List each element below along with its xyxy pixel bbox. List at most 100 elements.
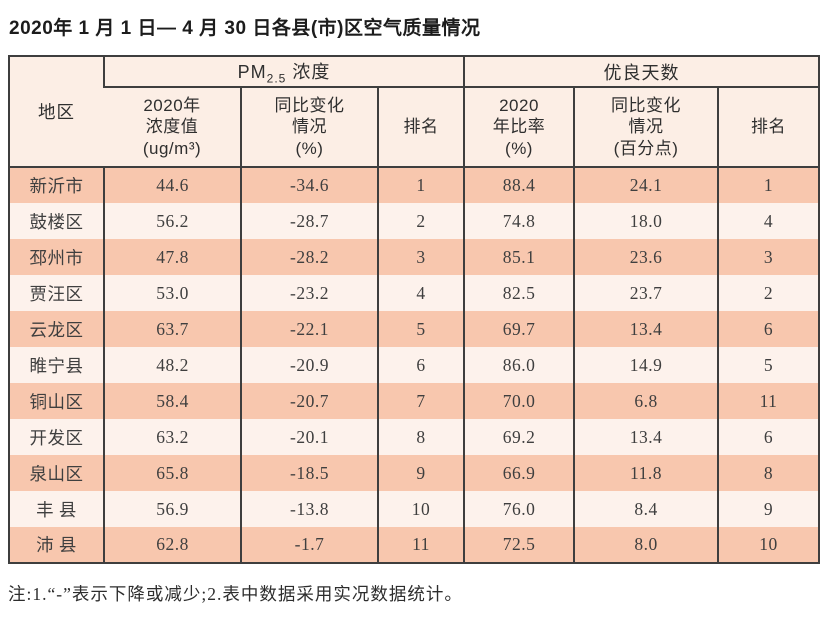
region-cell: 邳州市 (29, 247, 84, 268)
pm-rank-cell: 4 (376, 275, 465, 311)
pm-rank-cell: 8 (376, 419, 465, 455)
table-row: 新沂市 44.6 -34.6 1 88.4 24.1 1 (9, 167, 820, 203)
table-row: 开发区 63.2 -20.1 8 69.2 13.4 6 (9, 419, 820, 455)
table-header: 地区 PM2.5 浓度 优良天数 2020年 浓度值 (ug/m³) 同比变化 … (9, 56, 820, 167)
good-rank-cell: 9 (717, 491, 820, 527)
good-change-cell: 13.4 (573, 311, 719, 347)
table-row: 贾汪区 53.0 -23.2 4 82.5 23.7 2 (9, 275, 820, 311)
good-change-cell: 23.6 (573, 239, 719, 275)
pm-change-cell: -23.2 (240, 275, 378, 311)
pm-change-column-header: 同比变化 情况 (%) (240, 87, 378, 167)
table-body: 新沂市 44.6 -34.6 1 88.4 24.1 1 鼓楼区 56.2 -2… (9, 167, 820, 563)
good-rank-cell: 3 (717, 239, 820, 275)
sub-header-row: 2020年 浓度值 (ug/m³) 同比变化 情况 (%) 排名 2020 年比… (9, 87, 820, 167)
region-cell: 新沂市 (29, 176, 84, 196)
good-ratio-cell: 82.5 (463, 275, 575, 311)
pm-rank-cell: 7 (376, 383, 465, 419)
pm-value-cell: 56.9 (103, 491, 241, 527)
region-cell: 丰 县 (36, 499, 77, 520)
table-row: 沛 县 62.8 -1.7 11 72.5 8.0 10 (9, 527, 820, 563)
good-rank-cell: 10 (717, 527, 820, 563)
table-row: 睢宁县 48.2 -20.9 6 86.0 14.9 5 (9, 347, 820, 383)
pm-value-cell: 63.2 (103, 419, 241, 455)
pm-change-cell: -20.9 (240, 347, 378, 383)
good-rank-cell: 6 (717, 419, 820, 455)
pm-change-cell: -22.1 (240, 311, 378, 347)
pm-rank-column-header: 排名 (376, 87, 465, 167)
group-header-row: 地区 PM2.5 浓度 优良天数 (9, 56, 820, 122)
table-row: 泉山区 65.8 -18.5 9 66.9 11.8 8 (9, 455, 820, 491)
table-row: 丰 县 56.9 -13.8 10 76.0 8.4 9 (9, 491, 820, 527)
good-ratio-cell: 69.2 (463, 419, 575, 455)
good-ratio-cell: 66.9 (463, 455, 575, 491)
good-rank-cell: 1 (717, 167, 820, 203)
good-rank-cell: 6 (717, 311, 820, 347)
good-ratio-cell: 88.4 (463, 167, 575, 203)
good-rank-cell: 5 (717, 347, 820, 383)
page-title: 2020年 1 月 1 日— 4 月 30 日各县(市)区空气质量情况 (9, 18, 481, 39)
region-cell: 沛 县 (36, 535, 77, 555)
pm-value-cell: 48.2 (103, 347, 241, 383)
good-ratio-cell: 74.8 (463, 203, 575, 239)
region-cell: 睢宁县 (29, 355, 84, 376)
pm-rank-cell: 9 (376, 455, 465, 491)
pm25-label-subscript: 2.5 (266, 71, 287, 86)
good-change-cell: 11.8 (573, 455, 719, 491)
good-change-cell: 18.0 (573, 203, 719, 239)
pm-rank-cell: 2 (376, 203, 465, 239)
pm-value-cell: 62.8 (103, 527, 241, 563)
pm-value-cell: 65.8 (103, 455, 241, 491)
pm25-label-prefix: PM (237, 61, 267, 82)
pm-change-cell: -28.2 (240, 239, 378, 275)
pm-change-cell: -13.8 (240, 491, 378, 527)
good-ratio-cell: 86.0 (463, 347, 575, 383)
region-cell: 泉山区 (29, 463, 84, 484)
pm-change-cell: -34.6 (240, 167, 378, 203)
good-change-cell: 14.9 (573, 347, 719, 383)
pm-value-cell: 53.0 (103, 275, 241, 311)
pm-change-cell: -1.7 (240, 527, 378, 563)
pm-value-cell: 56.2 (103, 203, 241, 239)
region-cell: 鼓楼区 (29, 211, 84, 232)
pm-value-cell: 44.6 (103, 167, 241, 203)
region-cell: 贾汪区 (29, 283, 84, 304)
good-rank-cell: 2 (717, 275, 820, 311)
footnote: 注:1.“-”表示下降或减少;2.表中数据采用实况数据统计。 (8, 584, 463, 604)
pm25-group-header: PM2.5 浓度 (102, 56, 465, 88)
pm-rank-cell: 3 (376, 239, 465, 275)
good-change-cell: 24.1 (573, 167, 719, 203)
pm-rank-cell: 6 (376, 347, 465, 383)
good-change-cell: 8.0 (573, 527, 719, 563)
good-change-column-header: 同比变化 情况 (百分点) (573, 87, 719, 167)
good-ratio-column-header: 2020 年比率 (%) (463, 87, 575, 167)
air-quality-table: 地区 PM2.5 浓度 优良天数 2020年 浓度值 (ug/m³) 同比变化 … (8, 55, 821, 564)
pm-rank-cell: 1 (376, 167, 465, 203)
region-cell: 云龙区 (29, 319, 84, 340)
table-row: 邳州市 47.8 -28.2 3 85.1 23.6 3 (9, 239, 820, 275)
table-row: 云龙区 63.7 -22.1 5 69.7 13.4 6 (9, 311, 820, 347)
region-cell: 铜山区 (29, 391, 84, 412)
good-rank-cell: 8 (717, 455, 820, 491)
good-ratio-cell: 69.7 (463, 311, 575, 347)
good-change-cell: 8.4 (573, 491, 719, 527)
pm-rank-cell: 11 (376, 527, 465, 563)
good-rank-cell: 11 (717, 383, 820, 419)
good-ratio-cell: 70.0 (463, 383, 575, 419)
pm-change-cell: -20.7 (240, 383, 378, 419)
good-change-cell: 6.8 (573, 383, 719, 419)
pm-value-cell: 47.8 (103, 239, 241, 275)
region-column-header: 地区 (38, 102, 75, 122)
region-cell: 开发区 (29, 427, 84, 448)
good-days-group-header: 优良天数 (463, 56, 820, 88)
pm-change-cell: -18.5 (240, 455, 378, 491)
good-change-cell: 23.7 (573, 275, 719, 311)
pm-value-column-header: 2020年 浓度值 (ug/m³) (142, 96, 202, 158)
pm25-label-suffix: 浓度 (286, 61, 331, 82)
pm-change-cell: -28.7 (240, 203, 378, 239)
good-change-cell: 13.4 (573, 419, 719, 455)
good-rank-column-header: 排名 (717, 87, 820, 167)
good-ratio-cell: 72.5 (463, 527, 575, 563)
good-ratio-cell: 85.1 (463, 239, 575, 275)
pm-rank-cell: 5 (376, 311, 465, 347)
